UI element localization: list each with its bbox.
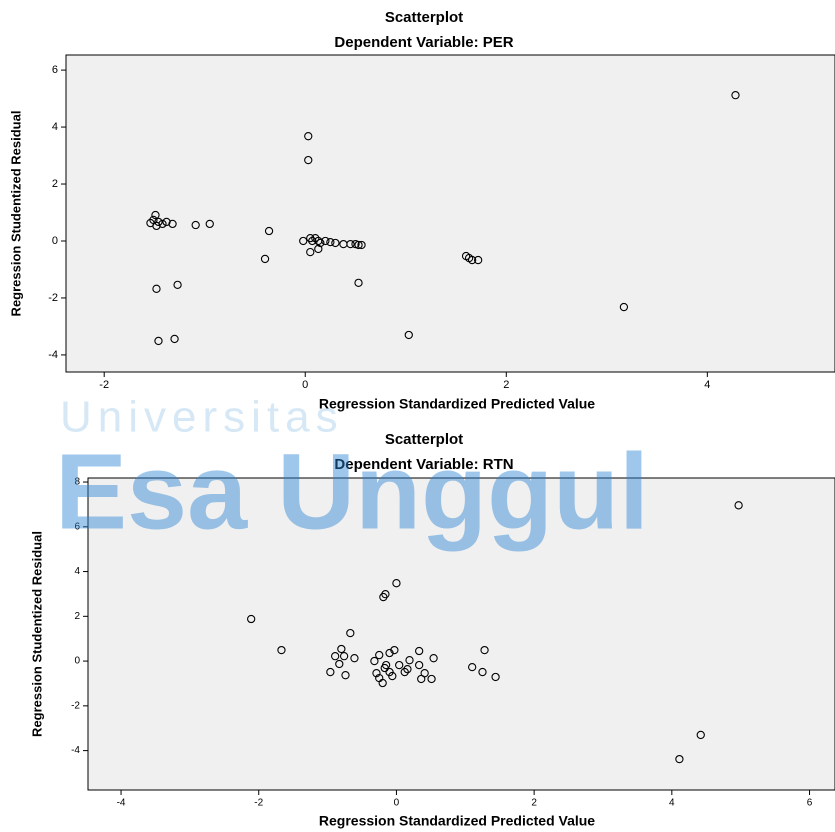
x-tick-label: 0 — [302, 379, 308, 391]
x-tick-label: 0 — [394, 798, 400, 809]
chart-subtitle: Dependent Variable: PER — [334, 34, 513, 51]
watermark-line2: Esa Unggul — [55, 431, 649, 552]
x-tick-label: 4 — [704, 379, 710, 391]
y-axis-label: Regression Studentized Residual — [8, 111, 23, 317]
y-tick-label: -4 — [48, 349, 58, 361]
y-tick-label: -4 — [71, 745, 80, 756]
y-tick-label: 4 — [74, 566, 80, 577]
y-axis-label: Regression Studentized Residual — [29, 531, 44, 737]
x-tick-label: -2 — [99, 379, 109, 391]
y-tick-label: 2 — [52, 178, 58, 190]
y-tick-label: -2 — [48, 292, 58, 304]
x-axis-label: Regression Standardized Predicted Value — [319, 396, 595, 412]
page: Scatterplot Dependent Variable: PER -4 -2 0 2… — [0, 0, 835, 832]
plot-area — [66, 55, 835, 372]
x-tick-label: 2 — [503, 379, 509, 391]
x-tick-label: 6 — [807, 798, 813, 809]
x-axis-label: Regression Standardized Predicted Value — [319, 813, 595, 829]
y-tick-label: 0 — [74, 656, 80, 667]
x-tick-label: 4 — [669, 798, 675, 809]
y-tick-label: 0 — [52, 235, 58, 247]
y-tick-label: 4 — [52, 121, 58, 133]
x-tick-label: -2 — [254, 798, 263, 809]
x-tick-label: 2 — [531, 798, 537, 809]
chart-title: Scatterplot — [385, 9, 463, 26]
x-tick-label: -4 — [117, 798, 126, 809]
y-tick-label: -2 — [71, 700, 80, 711]
y-tick-label: 2 — [74, 611, 80, 622]
y-tick-label: 6 — [52, 64, 58, 76]
